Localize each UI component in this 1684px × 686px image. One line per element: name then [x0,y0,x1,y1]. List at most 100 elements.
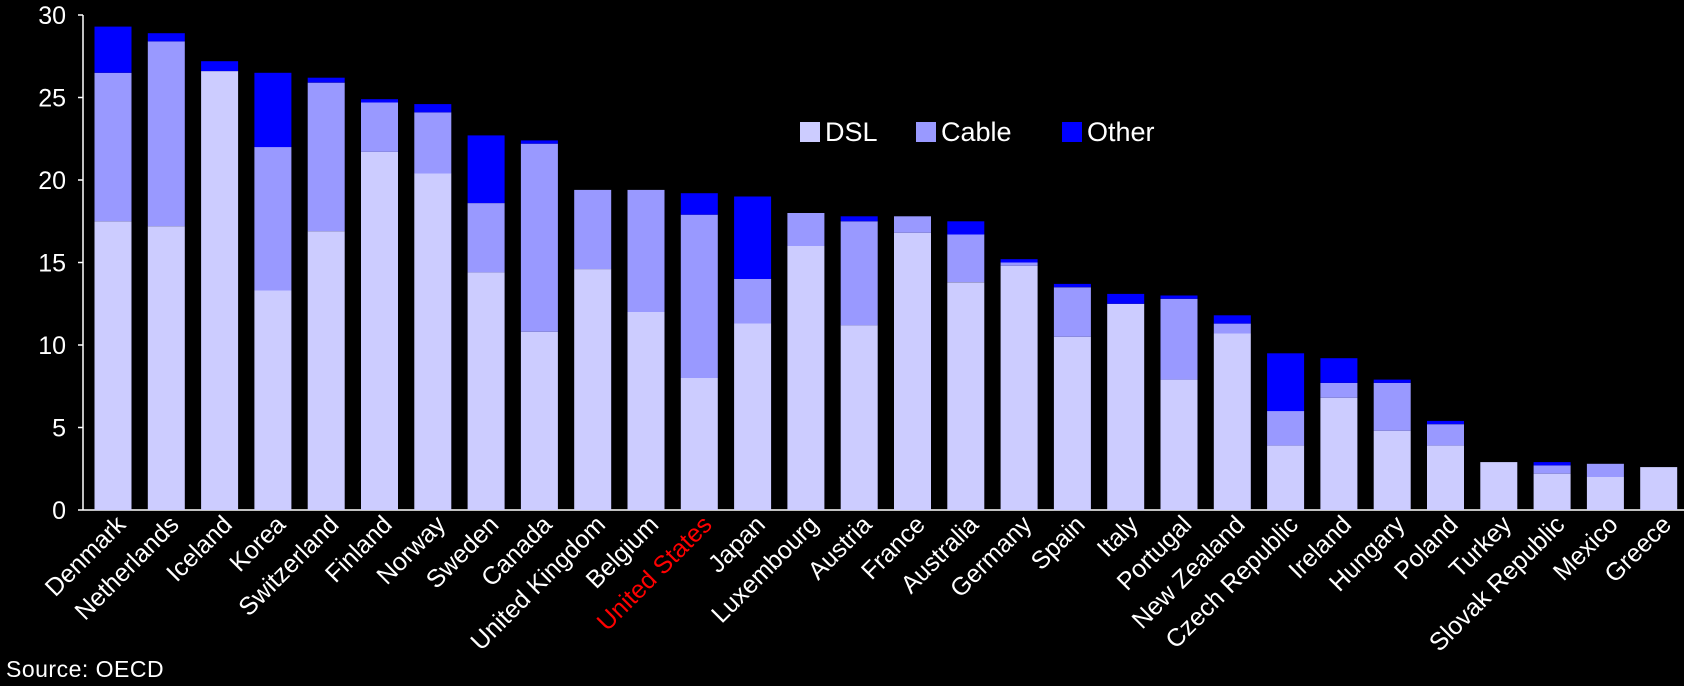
bar-cable-segment [467,203,505,273]
bar-cable-segment [361,102,398,152]
bar-cable-segment [1373,382,1411,431]
bar-dsl-segment [94,221,132,511]
legend-swatch-cable [916,122,936,142]
bar-dsl-segment [1053,336,1091,511]
bar-dsl-segment [1533,473,1571,510]
bar-dsl-segment [201,71,239,510]
bar-dsl-segment [361,152,398,510]
bar-dsl-segment [787,246,825,510]
x-tick-label: Spain [1026,510,1091,575]
bar-cable-segment [1053,287,1091,337]
bar-cable-segment [1000,262,1038,266]
legend-label-dsl: DSL [825,117,878,147]
legend-swatch-dsl [800,122,820,142]
bar-dsl-segment [947,282,985,510]
bar-cable-segment [574,189,612,270]
y-tick-label: 0 [52,497,66,525]
bar-other-segment [414,104,452,113]
bar-dsl-segment [467,272,505,510]
bar-cable-segment [840,221,878,326]
legend-label-other: Other [1087,117,1155,147]
bar-dsl-segment [1213,333,1251,510]
bar-other-segment [147,33,185,42]
bar-dsl-segment [680,378,718,510]
bar-cable-segment [1533,465,1571,474]
bar-other-segment [1213,315,1251,324]
y-tick-label: 20 [38,167,66,195]
bar-cable-segment [1320,382,1358,398]
bar-other-segment [1427,420,1464,425]
y-tick-label: 5 [52,415,66,443]
bar-other-segment [1107,293,1145,304]
bar-cable-segment [254,147,292,291]
bar-other-segment [1160,295,1198,299]
bar-dsl-segment [734,323,772,510]
bar-cable-segment [1586,463,1624,477]
bar-dsl-segment [307,231,345,510]
bar-dsl-segment [1427,445,1464,510]
bar-dsl-segment [1320,397,1358,510]
bar-other-segment [1533,462,1571,466]
bar-dsl-segment [1640,467,1678,510]
bar-cable-segment [307,82,345,232]
bar-dsl-segment [1373,430,1411,510]
bar-dsl-segment [254,290,292,510]
bar-dsl-segment [574,269,612,510]
bar-dsl-segment [1000,265,1038,510]
bar-other-segment [1000,259,1038,263]
bar-cable-segment [947,234,985,283]
bar-other-segment [361,99,398,103]
bar-cable-segment [1160,298,1198,380]
bar-cable-segment [94,72,132,222]
bar-other-segment [201,61,239,72]
bar-dsl-segment [627,312,665,510]
bar-other-segment [1373,379,1411,383]
bar-other-segment [734,196,772,279]
legend-label-cable: Cable [941,117,1012,147]
bar-other-segment [520,140,558,144]
bar-cable-segment [680,214,718,378]
bar-dsl-segment [1160,379,1198,510]
bar-dsl-segment [840,325,878,510]
bar-cable-segment [734,279,772,324]
bar-group [94,26,1678,511]
bar-dsl-segment [1267,445,1305,510]
bar-cable-segment [414,112,452,174]
bar-cable-segment [894,216,931,233]
bar-cable-segment [627,189,665,312]
bar-other-segment [307,77,345,83]
legend: DSL Cable Other [800,117,1155,147]
x-axis-labels: DenmarkNetherlandsIcelandKoreaSwitzerlan… [40,510,1677,657]
y-tick-label: 25 [38,85,66,113]
bar-dsl-segment [147,226,185,510]
bar-dsl-segment [520,331,558,510]
bar-cable-segment [147,41,185,227]
source-note: Source: OECD [6,656,165,682]
y-axis: 0 5 10 15 20 25 30 [38,2,1684,525]
bar-other-segment [840,216,878,222]
bar-cable-segment [787,213,825,246]
bar-dsl-segment [1480,462,1518,510]
bar-other-segment [1320,358,1358,383]
y-tick-label: 10 [38,332,66,360]
bar-other-segment [467,135,505,204]
bar-cable-segment [1427,424,1464,446]
bar-cable-segment [1213,323,1251,334]
bar-dsl-segment [894,232,931,511]
y-tick-label: 30 [38,2,66,30]
bar-other-segment [254,72,292,148]
bar-other-segment [1053,283,1091,288]
bar-other-segment [947,221,985,235]
bar-other-segment [680,193,718,215]
bar-dsl-segment [1586,477,1624,510]
y-tick-label: 15 [38,250,66,278]
bar-cable-segment [1267,411,1305,446]
bar-cable-segment [520,143,558,332]
bar-dsl-segment [414,173,452,510]
bar-other-segment [1267,353,1305,412]
bar-other-segment [94,26,132,73]
legend-swatch-other [1062,122,1082,142]
bar-dsl-segment [1107,303,1145,511]
